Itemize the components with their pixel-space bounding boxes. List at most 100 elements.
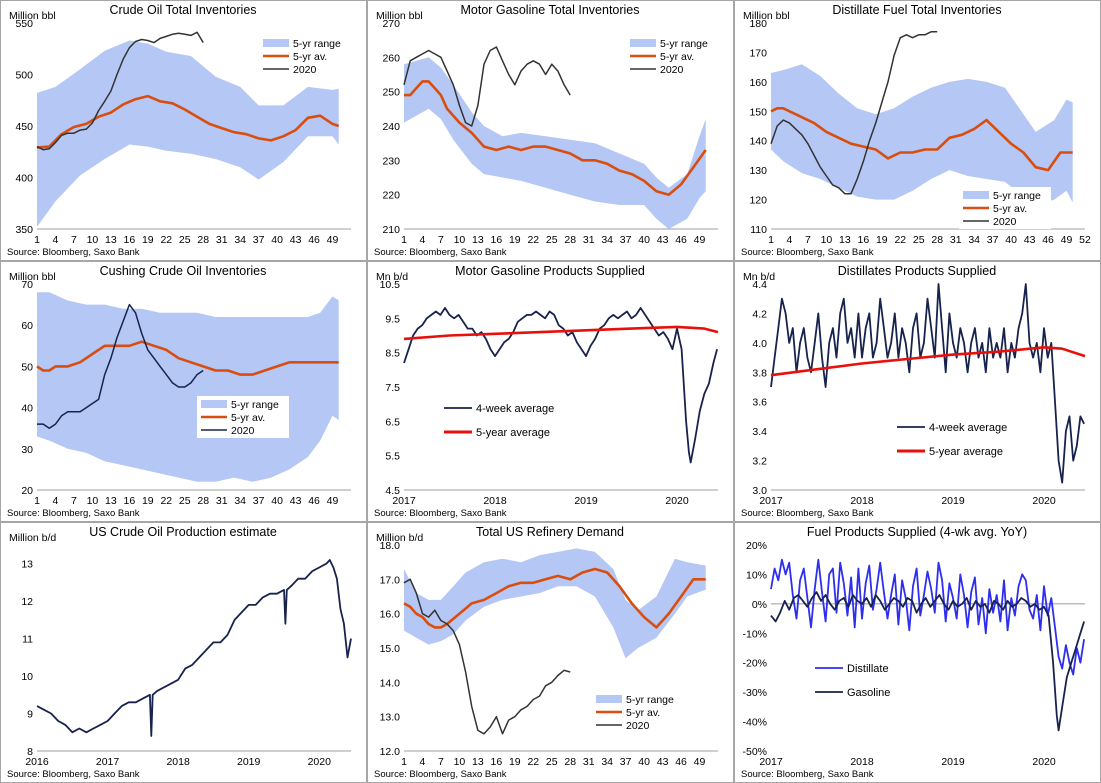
legend-label-range: 5-yr range xyxy=(293,38,341,50)
legend-label-avg: 5-yr av. xyxy=(231,412,265,424)
x-tick-label: 43 xyxy=(290,495,302,507)
chart-panel-distillate-inventories: Distillate Fuel Total Inventories Million… xyxy=(734,0,1101,261)
source-label: Source: Bloomberg, Saxo Bank xyxy=(741,508,874,519)
series-2020-line xyxy=(37,303,204,429)
source-label: Source: Bloomberg, Saxo Bank xyxy=(7,508,140,519)
legend-label-1: 5-year average xyxy=(929,446,1003,458)
x-tick-label: 1 xyxy=(34,234,40,246)
x-tick-label: 19 xyxy=(142,234,154,246)
x-tick-label: 40 xyxy=(638,756,650,768)
y-tick-label: 3.2 xyxy=(752,456,767,468)
chart-svg: Distillate Fuel Total Inventories Million… xyxy=(741,3,1091,258)
y-tick-label: 250 xyxy=(382,87,400,99)
chart-panel-crude-inventories: Crude Oil Total Inventories Million bbl So… xyxy=(0,0,367,261)
series-2020-line xyxy=(36,31,204,151)
x-tick-label: 49 xyxy=(327,234,339,246)
x-tick-label: 2018 xyxy=(850,495,874,507)
x-tick-label: 19 xyxy=(509,756,521,768)
chart-panel-gasoline-inventories: Motor Gasoline Total Inventories Million … xyxy=(367,0,734,261)
y-tick-label: -20% xyxy=(742,658,767,670)
x-tick-label: 28 xyxy=(564,234,576,246)
x-tick-label: 34 xyxy=(234,234,246,246)
x-tick-label: 37 xyxy=(620,234,632,246)
x-tick-label: 7 xyxy=(438,756,444,768)
chart-svg: Fuel Products Supplied (4-wk avg. YoY) So… xyxy=(741,525,1085,780)
x-tick-label: 19 xyxy=(509,234,521,246)
x-tick-label: 2018 xyxy=(850,756,874,768)
x-tick-label: 2017 xyxy=(96,756,120,768)
y-tick-label: 170 xyxy=(749,47,767,59)
source-label: Source: Bloomberg, Saxo Bank xyxy=(7,247,140,258)
x-tick-label: 37 xyxy=(620,756,632,768)
x-tick-label: 34 xyxy=(968,234,980,246)
x-tick-label: 40 xyxy=(271,234,283,246)
y-tick-label: 17.0 xyxy=(380,574,401,586)
x-tick-label: 40 xyxy=(638,234,650,246)
y-axis-unit-label: Million b/d xyxy=(9,532,56,544)
x-tick-label: 28 xyxy=(197,234,209,246)
x-tick-label: 28 xyxy=(564,756,576,768)
x-tick-label: 31 xyxy=(950,234,962,246)
x-tick-label: 22 xyxy=(527,756,539,768)
x-tick-label: 2019 xyxy=(237,756,261,768)
y-tick-label: 50 xyxy=(21,361,33,373)
y-tick-label: 13 xyxy=(21,559,33,571)
x-tick-label: 2020 xyxy=(1032,495,1056,507)
y-tick-label: 220 xyxy=(382,190,400,202)
x-tick-label: 7 xyxy=(71,495,77,507)
y-tick-label: -10% xyxy=(742,628,767,640)
source-label: Source: Bloomberg, Saxo Bank xyxy=(7,769,140,780)
legend-label-2020: 2020 xyxy=(993,216,1017,228)
x-tick-label: 16 xyxy=(491,756,503,768)
x-tick-label: 1 xyxy=(401,234,407,246)
x-tick-label: 10 xyxy=(87,234,99,246)
x-tick-label: 2020 xyxy=(665,495,689,507)
x-tick-label: 7 xyxy=(438,234,444,246)
x-tick-label: 13 xyxy=(105,495,117,507)
x-tick-label: 31 xyxy=(583,234,595,246)
x-tick-label: 28 xyxy=(197,495,209,507)
y-tick-label: 7.5 xyxy=(385,382,400,394)
y-tick-label: 140 xyxy=(749,136,767,148)
y-tick-label: 14.0 xyxy=(380,677,401,689)
x-tick-label: 49 xyxy=(1061,234,1073,246)
legend-label-0: 4-week average xyxy=(929,422,1007,434)
y-tick-label: 6.5 xyxy=(385,416,400,428)
x-tick-label: 13 xyxy=(472,234,484,246)
series-line-1 xyxy=(770,591,1085,732)
x-tick-label: 28 xyxy=(931,234,943,246)
y-tick-label: 13.0 xyxy=(380,712,401,724)
x-tick-label: 4 xyxy=(53,234,59,246)
x-tick-label: 2018 xyxy=(483,495,507,507)
x-tick-label: 1 xyxy=(34,495,40,507)
x-tick-label: 13 xyxy=(472,756,484,768)
y-tick-label: 20 xyxy=(21,485,33,497)
five-year-average-line xyxy=(36,340,339,376)
x-tick-label: 2017 xyxy=(759,756,783,768)
y-tick-label: 180 xyxy=(749,18,767,30)
y-axis-unit-label: Million bbl xyxy=(376,10,423,22)
x-tick-label: 4 xyxy=(53,495,59,507)
y-tick-label: 3.4 xyxy=(752,426,767,438)
series-2020-line xyxy=(403,46,571,127)
five-year-average-line xyxy=(770,107,1073,172)
x-tick-label: 25 xyxy=(546,756,558,768)
y-tick-label: 4.5 xyxy=(385,485,400,497)
x-tick-label: 43 xyxy=(657,234,669,246)
y-tick-label: 150 xyxy=(749,106,767,118)
y-axis-unit-label: Million bbl xyxy=(9,10,56,22)
chart-panel-fuel-yoy: Fuel Products Supplied (4-wk avg. YoY) So… xyxy=(734,522,1101,783)
y-tick-label: 0% xyxy=(752,599,767,611)
y-axis-unit-label: Million bbl xyxy=(743,10,790,22)
y-tick-label: 210 xyxy=(382,224,400,236)
source-label: Source: Bloomberg, Saxo Bank xyxy=(374,769,507,780)
chart-panel-refinery-demand: Total US Refinery Demand Million b/d Sourc… xyxy=(367,522,734,783)
series-line-0 xyxy=(770,558,1085,676)
x-tick-label: 34 xyxy=(601,234,613,246)
five-year-average-line xyxy=(403,567,706,629)
legend-label-avg: 5-yr av. xyxy=(660,51,694,63)
source-label: Source: Bloomberg, Saxo Bank xyxy=(741,769,874,780)
legend-label-0: 4-week average xyxy=(476,403,554,415)
x-tick-label: 1 xyxy=(401,756,407,768)
chart-title: Distillates Products Supplied xyxy=(838,264,996,278)
